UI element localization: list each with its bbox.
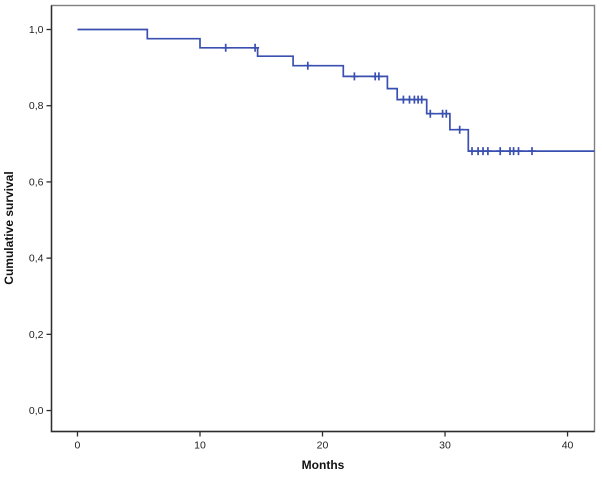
survival-curve [77, 28, 595, 152]
plot-frame [50, 4, 596, 433]
axis-lines [50, 5, 595, 433]
y-tick-label: 0,0 [29, 405, 44, 417]
censor-marks [221, 43, 536, 156]
y-tick-label: 0,6 [29, 176, 44, 188]
x-axis-ticks: 0 10 20 30 40 [75, 431, 574, 452]
x-tick-label: 10 [194, 440, 206, 452]
y-tick-label: 0,2 [29, 329, 44, 341]
x-tick-label: 20 [317, 440, 329, 452]
x-tick-label: 40 [562, 440, 574, 452]
x-tick-label: 0 [75, 440, 81, 452]
y-tick-label: 0,8 [29, 100, 44, 112]
x-axis-title: Months [302, 458, 345, 472]
y-axis-title: Cumulative survival [2, 171, 16, 284]
y-tick-label: 0,4 [29, 253, 44, 265]
x-tick-label: 30 [439, 440, 451, 452]
y-axis-ticks: 0,0 0,2 0,4 0,6 0,8 1,0 [29, 24, 52, 417]
y-tick-label: 1,0 [29, 24, 44, 36]
